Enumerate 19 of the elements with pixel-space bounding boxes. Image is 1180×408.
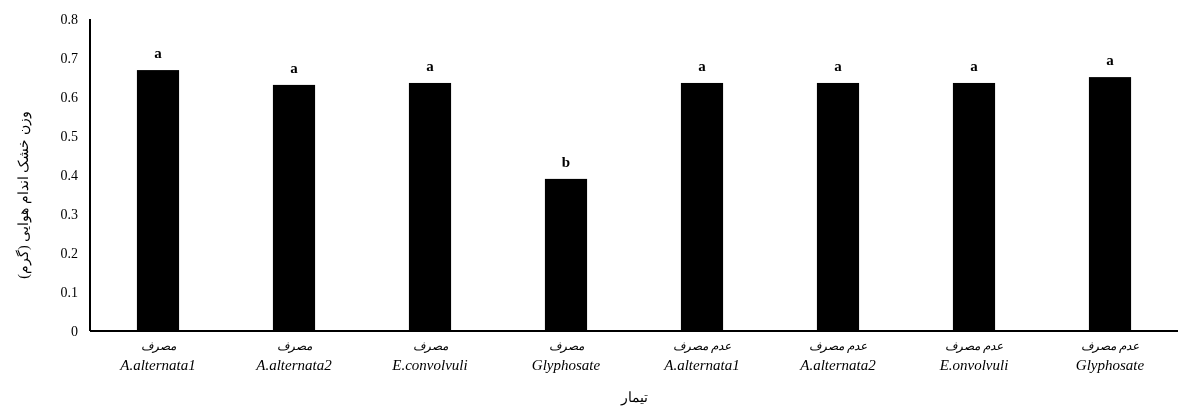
- x-axis-title: تیمار: [619, 390, 648, 406]
- y-tick-label: 0.2: [60, 246, 78, 261]
- y-tick-label: 0.3: [60, 207, 78, 222]
- y-tick-label: 0.4: [60, 168, 78, 183]
- data-label: a: [834, 57, 843, 74]
- data-label: a: [290, 59, 299, 76]
- data-label: a: [154, 45, 163, 62]
- y-tick-label: 0.1: [60, 285, 78, 300]
- data-label: a: [1106, 52, 1115, 69]
- y-tick-label: 0: [71, 324, 78, 339]
- y-tick-label: 0.7: [60, 51, 78, 66]
- data-label: a: [426, 57, 435, 74]
- y-tick-label: 0.6: [60, 90, 78, 105]
- y-tick-label: 0.5: [60, 129, 78, 144]
- y-tick-label: 0.8: [60, 12, 78, 27]
- data-label: a: [698, 57, 707, 74]
- data-label: b: [561, 153, 571, 170]
- data-label: a: [970, 57, 979, 74]
- y-axis-title: وزن خشک اندام هوایی (گرم): [15, 111, 32, 279]
